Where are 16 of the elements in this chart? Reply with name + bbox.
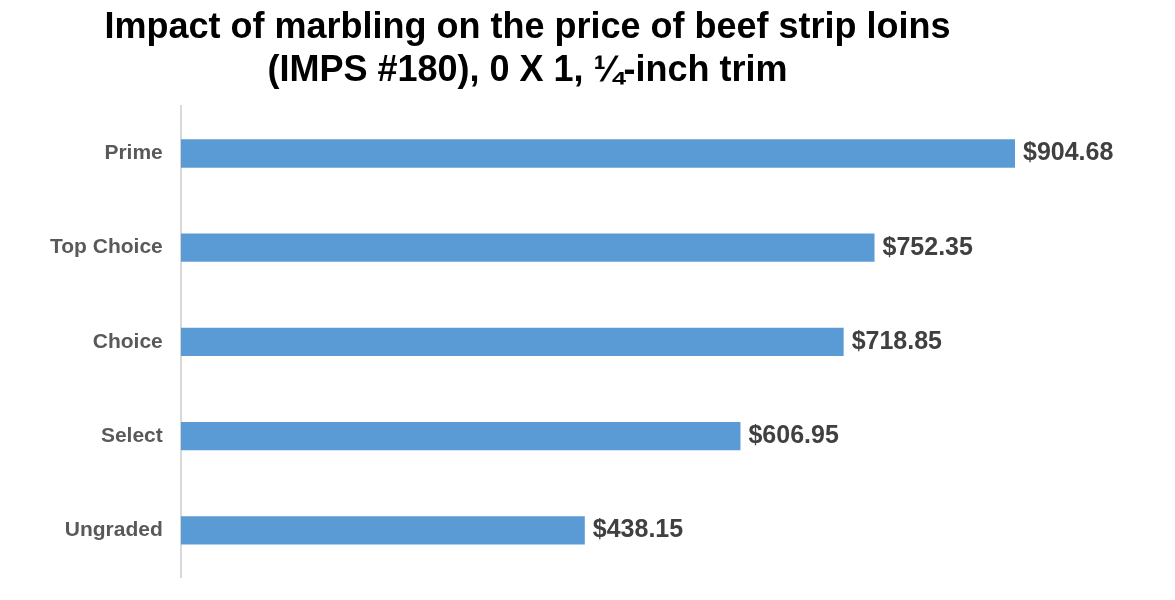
bar [180, 516, 585, 545]
data-label: $718.85 [851, 325, 943, 354]
y-tick-label: Select [100, 422, 163, 446]
data-label: $438.15 [592, 514, 684, 543]
bar [180, 139, 1015, 168]
y-tick-label: Choice [92, 328, 163, 352]
bar [180, 421, 741, 451]
y-tick-label: Top Choice [49, 234, 163, 258]
data-label: $606.95 [748, 419, 839, 448]
data-label: $752.35 [882, 231, 973, 260]
y-tick-label: Ungraded [64, 517, 163, 541]
bar [180, 233, 875, 262]
y-tick-label: Prime [104, 140, 163, 164]
bar [180, 327, 844, 357]
data-label: $904.68 [1023, 137, 1114, 166]
chart-title: Impact of marbling on the price of beef strip loins (IMPS #180), 0 X 1, ¼-inch trim [104, 4, 951, 89]
